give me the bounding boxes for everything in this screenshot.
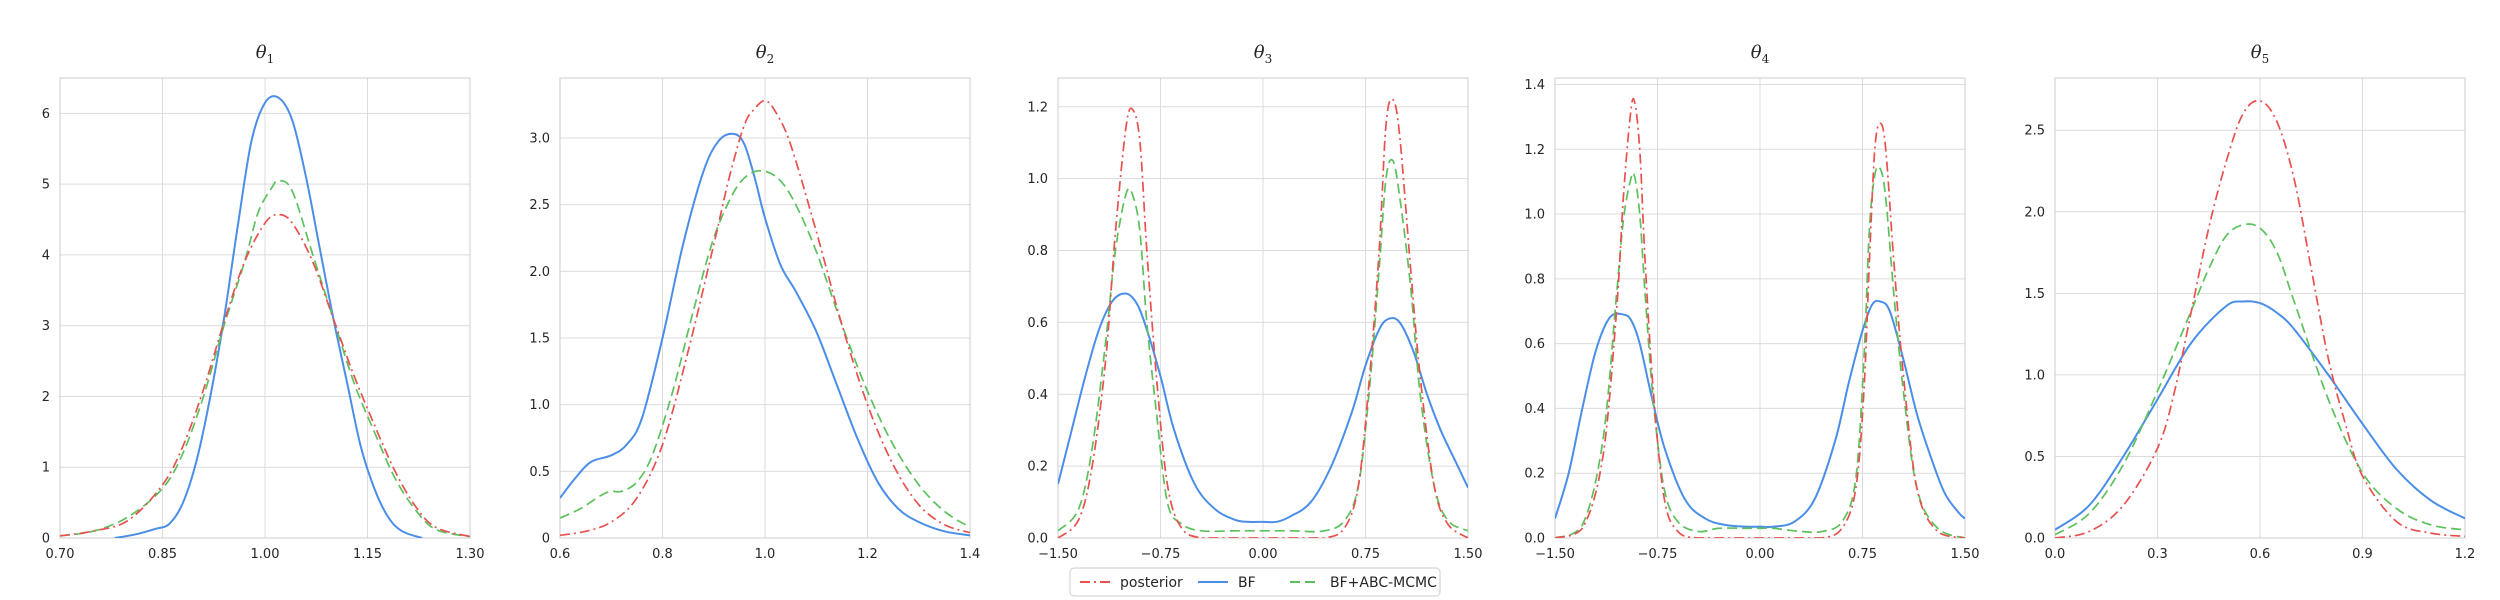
axes-frame bbox=[59, 77, 471, 539]
y-tick-label: 1.2 bbox=[1027, 100, 1048, 115]
series-line-bfabc bbox=[1555, 165, 1965, 538]
y-tick-label: 4 bbox=[42, 248, 50, 263]
axes-frame bbox=[559, 77, 971, 539]
x-tick-label: 0.6 bbox=[2250, 547, 2271, 562]
legend-label-posterior: posterior bbox=[1120, 575, 1183, 591]
x-tick-label: 1.30 bbox=[456, 547, 485, 562]
y-tick-label: 5 bbox=[42, 178, 50, 193]
y-tick-label: 0 bbox=[542, 532, 550, 547]
series-line-posterior bbox=[1555, 97, 1965, 538]
x-tick-label: 1.50 bbox=[1951, 547, 1980, 562]
panel-title: θ3 bbox=[1254, 42, 1272, 66]
y-tick-label: 0.0 bbox=[1524, 532, 1545, 547]
x-tick-label: 0.3 bbox=[2147, 547, 2168, 562]
series-line-bf bbox=[1555, 299, 1965, 529]
series-line-posterior bbox=[560, 99, 970, 537]
y-tick-label: 0.0 bbox=[1027, 532, 1048, 547]
legend-label-bfabc: BF+ABC-MCMC bbox=[1330, 575, 1437, 591]
y-tick-label: 1.0 bbox=[1027, 172, 1048, 187]
series-line-bf bbox=[560, 132, 970, 537]
y-tick-label: 0.5 bbox=[2024, 450, 2045, 465]
panel-4: −1.50 −0.75 0.00 0.75 1.50 0.0 0.2 0.4 0.6 0.8 1.0… bbox=[1524, 42, 1979, 562]
x-tick-label: 0.00 bbox=[1746, 547, 1775, 562]
y-tick-label: 0.5 bbox=[529, 465, 550, 480]
x-tick-label: 1.2 bbox=[857, 547, 878, 562]
y-tick-label: 0.4 bbox=[1027, 388, 1048, 403]
x-tick-label: −1.50 bbox=[1038, 547, 1078, 562]
x-tick-label: 1.15 bbox=[353, 547, 382, 562]
y-tick-label: 0.0 bbox=[2024, 532, 2045, 547]
y-tick-label: 2 bbox=[42, 390, 50, 405]
x-tick-label: −0.75 bbox=[1638, 547, 1678, 562]
x-tick-label: 0.00 bbox=[1249, 547, 1278, 562]
y-tick-label: 1 bbox=[42, 461, 50, 476]
x-tick-label: 1.00 bbox=[251, 547, 280, 562]
panel-title: θ1 bbox=[256, 42, 274, 66]
series-line-bfabc bbox=[2055, 223, 2465, 536]
y-tick-label: 2.0 bbox=[2024, 205, 2045, 220]
y-tick-label: 1.2 bbox=[1524, 143, 1545, 158]
y-tick-label: 0.6 bbox=[1027, 316, 1048, 331]
y-tick-label: 1.4 bbox=[1524, 78, 1545, 93]
panel-title: θ4 bbox=[1751, 42, 1770, 66]
legend-box bbox=[1069, 567, 1441, 597]
x-tick-label: 0.70 bbox=[46, 547, 75, 562]
x-tick-label: 0.8 bbox=[652, 547, 673, 562]
x-tick-label: −0.75 bbox=[1141, 547, 1181, 562]
x-tick-label: 0.75 bbox=[1351, 547, 1380, 562]
x-tick-label: 0.75 bbox=[1848, 547, 1877, 562]
x-tick-label: −1.50 bbox=[1535, 547, 1575, 562]
x-tick-label: 0.85 bbox=[148, 547, 177, 562]
panel-title: θ5 bbox=[2251, 42, 2269, 66]
y-tick-label: 0.8 bbox=[1524, 272, 1545, 287]
y-tick-label: 1.0 bbox=[1524, 208, 1545, 223]
panel-title: θ2 bbox=[756, 42, 774, 66]
legend-label-bf: BF bbox=[1238, 575, 1256, 591]
y-tick-label: 1.0 bbox=[2024, 368, 2045, 383]
panel-5: 0.0 0.3 0.6 0.9 1.2 0.0 0.5 1.0 1.5 2.0 2.5 θ5 bbox=[2024, 42, 2475, 562]
panel-1: 0.70 0.85 1.00 1.15 1.30 0 1 2 3 4 5 6 θ1 bbox=[42, 42, 485, 562]
series-line-bfabc bbox=[1058, 158, 1468, 533]
y-tick-label: 1.5 bbox=[2024, 287, 2045, 302]
x-tick-label: 0.6 bbox=[550, 547, 571, 562]
y-tick-label: 0.2 bbox=[1027, 460, 1048, 475]
y-tick-label: 6 bbox=[42, 107, 50, 122]
x-tick-label: 0.0 bbox=[2045, 547, 2066, 562]
series-line-posterior bbox=[1058, 98, 1468, 538]
y-tick-label: 1.5 bbox=[529, 332, 550, 347]
panel-3: −1.50 −0.75 0.00 0.75 1.50 0.0 0.2 0.4 0.6 0.8 1.0… bbox=[1027, 42, 1482, 562]
series-line-bf bbox=[1058, 292, 1468, 524]
series-line-posterior bbox=[60, 213, 470, 538]
axes-frame bbox=[2054, 77, 2466, 539]
x-tick-label: 1.0 bbox=[755, 547, 776, 562]
x-tick-label: 1.4 bbox=[960, 547, 981, 562]
y-tick-label: 1.0 bbox=[529, 398, 550, 413]
series-line-bfabc bbox=[60, 179, 470, 538]
series-line-bf bbox=[2055, 300, 2465, 531]
legend: posterior BF BF+ABC-MCMC bbox=[1069, 567, 1441, 597]
y-tick-label: 0.4 bbox=[1524, 402, 1545, 417]
y-tick-label: 2.5 bbox=[529, 198, 550, 213]
x-tick-label: 0.9 bbox=[2352, 547, 2373, 562]
panel-2: 0.6 0.8 1.0 1.2 1.4 0 0.5 1.0 1.5 2.0 2.5 3.0 θ2 bbox=[529, 42, 980, 562]
y-tick-label: 0.2 bbox=[1524, 467, 1545, 482]
series-line-posterior bbox=[2055, 99, 2465, 538]
x-tick-label: 1.2 bbox=[2455, 547, 2476, 562]
y-tick-label: 2.5 bbox=[2024, 124, 2045, 139]
y-tick-label: 2.0 bbox=[529, 265, 550, 280]
series-line-bf bbox=[114, 95, 423, 538]
y-tick-label: 3.0 bbox=[529, 132, 550, 147]
y-tick-label: 0.6 bbox=[1524, 337, 1545, 352]
y-tick-label: 0.8 bbox=[1027, 244, 1048, 259]
x-tick-label: 1.50 bbox=[1454, 547, 1483, 562]
y-tick-label: 3 bbox=[42, 319, 50, 334]
y-tick-label: 0 bbox=[42, 532, 50, 547]
series-line-bfabc bbox=[560, 169, 970, 529]
